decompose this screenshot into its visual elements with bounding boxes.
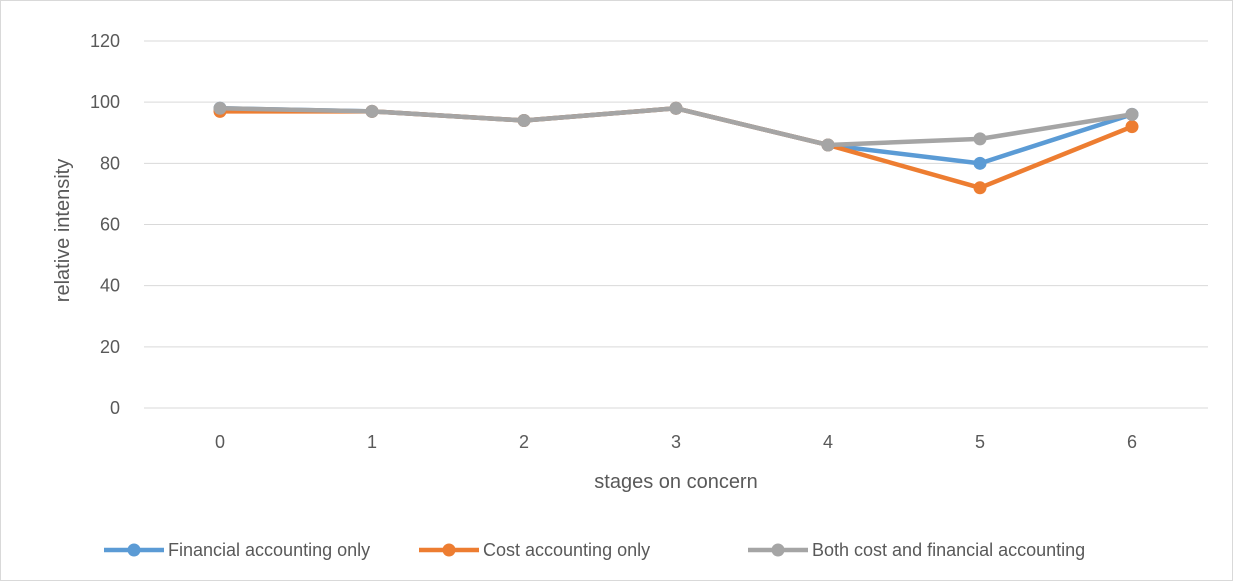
x-tick-label: 3 [671, 432, 681, 452]
legend-item: Cost accounting only [419, 540, 650, 560]
x-tick-label: 5 [975, 432, 985, 452]
x-tick-label: 6 [1127, 432, 1137, 452]
gridlines [144, 40, 1208, 348]
series-1 [213, 101, 1139, 195]
legend-swatch-marker [127, 543, 141, 557]
series-layer [213, 101, 1139, 195]
x-tick-label: 2 [519, 432, 529, 452]
x-tick-label: 4 [823, 432, 833, 452]
y-tick-label: 40 [100, 276, 120, 296]
data-point [365, 104, 379, 118]
data-point [973, 132, 987, 146]
series-2 [213, 101, 1139, 152]
data-point [669, 101, 683, 115]
data-point [973, 181, 987, 195]
legend-swatch-marker [771, 543, 785, 557]
y-tick-label: 60 [100, 215, 120, 235]
data-point [973, 156, 987, 170]
data-point [1125, 120, 1139, 134]
x-axis-title: stages on concern [594, 471, 757, 493]
x-tick-label: 1 [367, 432, 377, 452]
data-point [1125, 107, 1139, 121]
legend-label: Cost accounting only [483, 540, 650, 560]
y-tick-label: 120 [90, 31, 120, 51]
data-point [821, 138, 835, 152]
data-point [517, 114, 531, 128]
y-tick-label: 100 [90, 92, 120, 112]
x-tick-label: 0 [215, 432, 225, 452]
x-axis-ticks: 0 1 2 3 4 5 6 [215, 432, 1137, 452]
series-line [217, 106, 1135, 191]
legend-label: Financial accounting only [168, 540, 370, 560]
data-point [213, 101, 227, 115]
legend-swatch-marker [442, 543, 456, 557]
y-tick-label: 80 [100, 153, 120, 173]
y-tick-label: 20 [100, 337, 120, 357]
y-axis-title: relative intensity [52, 159, 74, 302]
y-axis-ticks: 0 20 40 60 80 100 120 [90, 31, 120, 418]
legend: Financial accounting only Cost accounting… [104, 540, 1085, 560]
y-tick-label: 0 [110, 398, 120, 418]
legend-item: Both cost and financial accounting [748, 540, 1085, 560]
legend-item: Financial accounting only [104, 540, 370, 560]
legend-label: Both cost and financial accounting [812, 540, 1085, 560]
